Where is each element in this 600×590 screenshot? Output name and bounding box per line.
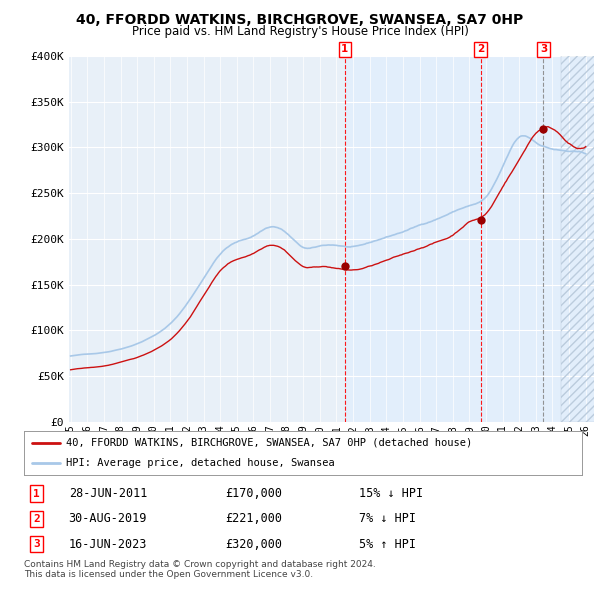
Text: 16-JUN-2023: 16-JUN-2023 [68,537,147,550]
Text: 40, FFORDD WATKINS, BIRCHGROVE, SWANSEA, SA7 0HP: 40, FFORDD WATKINS, BIRCHGROVE, SWANSEA,… [76,13,524,27]
Text: £221,000: £221,000 [225,512,282,526]
Text: Price paid vs. HM Land Registry's House Price Index (HPI): Price paid vs. HM Land Registry's House … [131,25,469,38]
Text: 3: 3 [540,44,547,54]
Text: £170,000: £170,000 [225,487,282,500]
Text: Contains HM Land Registry data © Crown copyright and database right 2024.
This d: Contains HM Land Registry data © Crown c… [24,560,376,579]
Text: 15% ↓ HPI: 15% ↓ HPI [359,487,423,500]
Text: 1: 1 [33,489,40,499]
Text: 5% ↑ HPI: 5% ↑ HPI [359,537,416,550]
Text: HPI: Average price, detached house, Swansea: HPI: Average price, detached house, Swan… [66,458,335,468]
Bar [345,56,600,422]
Text: 30-AUG-2019: 30-AUG-2019 [68,512,147,526]
Bar [561,56,600,422]
Text: 7% ↓ HPI: 7% ↓ HPI [359,512,416,526]
Text: 2: 2 [477,44,484,54]
Text: 28-JUN-2011: 28-JUN-2011 [68,487,147,500]
Text: 3: 3 [33,539,40,549]
Text: 40, FFORDD WATKINS, BIRCHGROVE, SWANSEA, SA7 0HP (detached house): 40, FFORDD WATKINS, BIRCHGROVE, SWANSEA,… [66,438,472,448]
Text: 1: 1 [341,44,349,54]
Text: £320,000: £320,000 [225,537,282,550]
Text: 2: 2 [33,514,40,524]
